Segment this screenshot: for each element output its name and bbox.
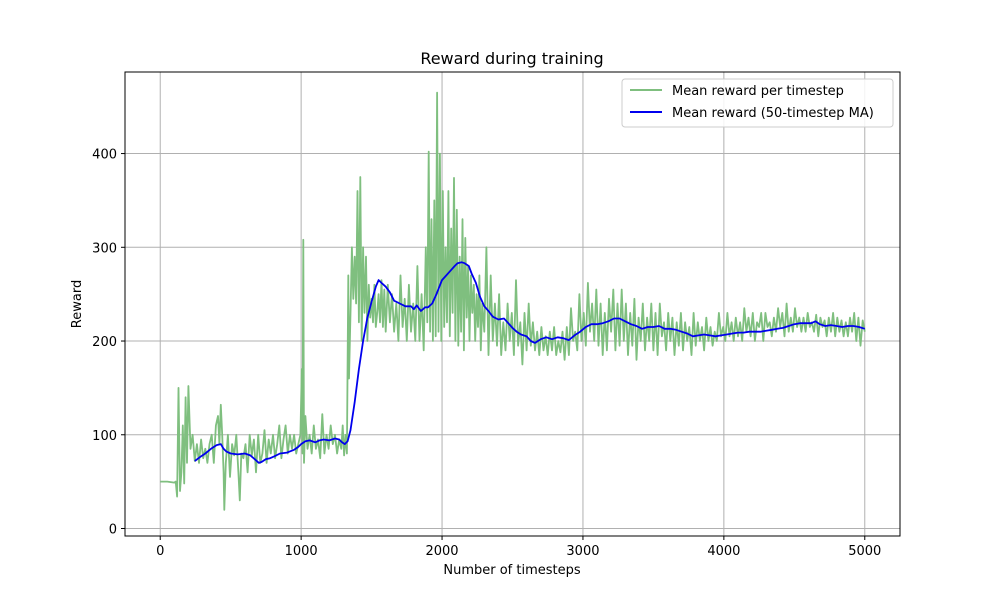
x-tick-label: 2000: [425, 544, 458, 559]
y-tick-label: 200: [92, 335, 117, 350]
y-tick-label: 0: [109, 523, 117, 538]
chart-title: Reward during training: [420, 49, 603, 68]
x-tick-label: 0: [156, 544, 164, 559]
legend-label-ma: Mean reward (50-timestep MA): [672, 106, 874, 121]
y-tick-label: 100: [92, 429, 117, 444]
y-tick-label: 300: [92, 241, 117, 256]
plot-frame: [124, 71, 901, 537]
moving-average-line: [194, 261, 866, 464]
y-axis-label: Reward: [70, 280, 85, 328]
x-tick-label: 3000: [566, 544, 599, 559]
axis-ticks: 0 1000 2000 3000 4000 5000 0 100 200 300 400: [92, 148, 881, 559]
legend-label-raw: Mean reward per timestep: [672, 84, 844, 99]
x-tick-label: 4000: [707, 544, 740, 559]
x-tick-label: 1000: [285, 544, 318, 559]
legend-box: [621, 78, 894, 128]
series-lines: [160, 91, 866, 511]
x-axis-label: Number of timesteps: [443, 563, 581, 578]
x-tick-label: 5000: [848, 544, 881, 559]
legend: Mean reward per timestep Mean reward (50…: [621, 78, 894, 128]
y-tick-label: 400: [92, 148, 117, 163]
